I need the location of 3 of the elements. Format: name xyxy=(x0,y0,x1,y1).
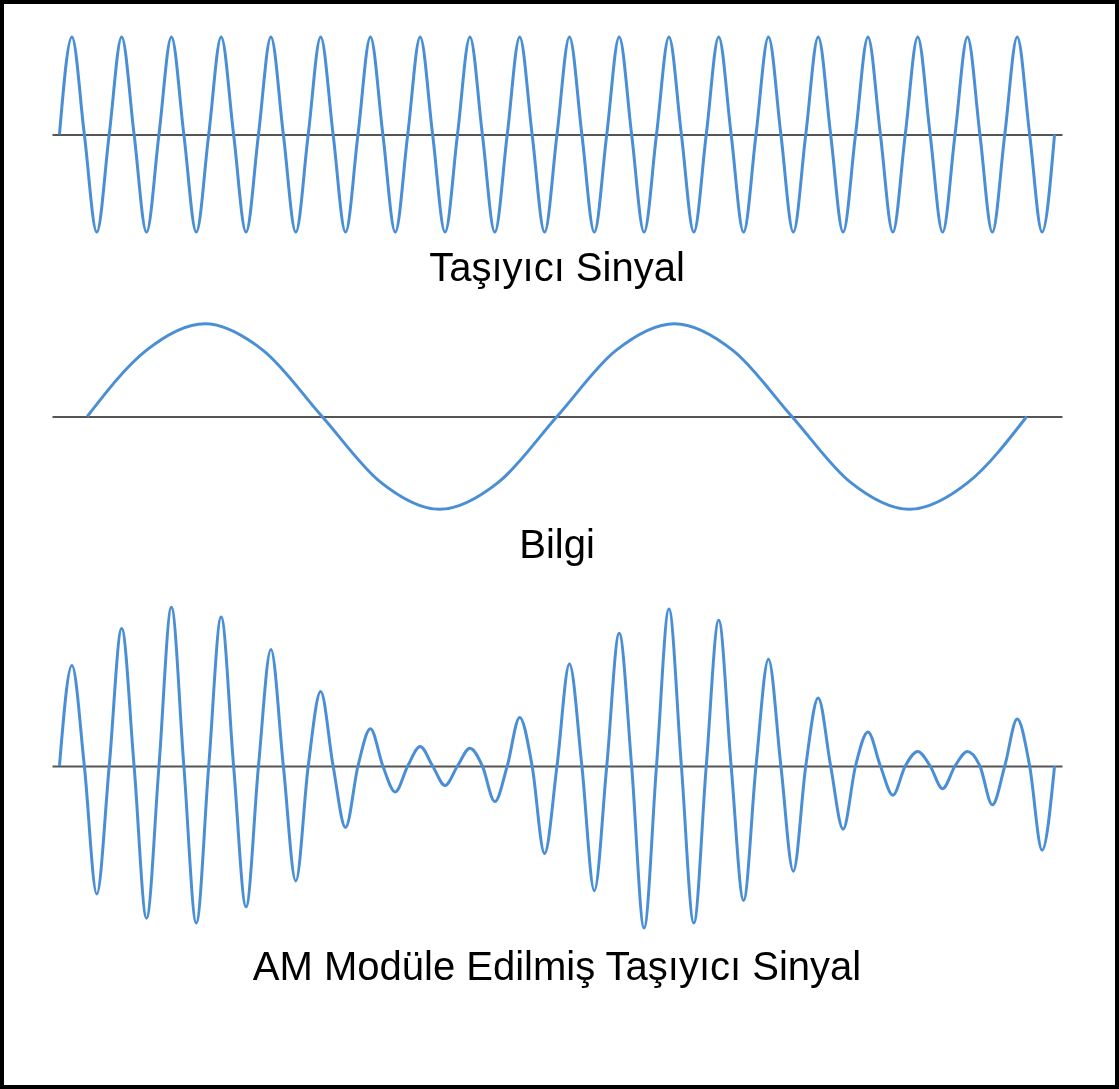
text: Bilgi xyxy=(519,522,595,566)
text: AM Modüle Edilmiş Taşıyıcı Sinyal xyxy=(252,944,862,988)
text: Taşıyıcı Sinyal xyxy=(429,245,685,289)
